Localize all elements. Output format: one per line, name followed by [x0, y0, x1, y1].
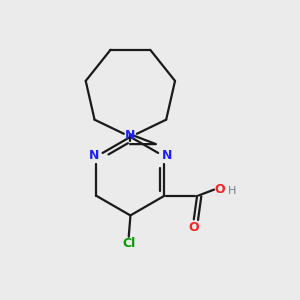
Text: N: N — [125, 129, 136, 142]
Text: O: O — [215, 183, 225, 196]
Text: N: N — [162, 149, 172, 162]
Text: Cl: Cl — [122, 237, 135, 250]
Text: N: N — [88, 149, 99, 162]
Text: O: O — [188, 221, 199, 234]
Text: H: H — [228, 186, 237, 196]
